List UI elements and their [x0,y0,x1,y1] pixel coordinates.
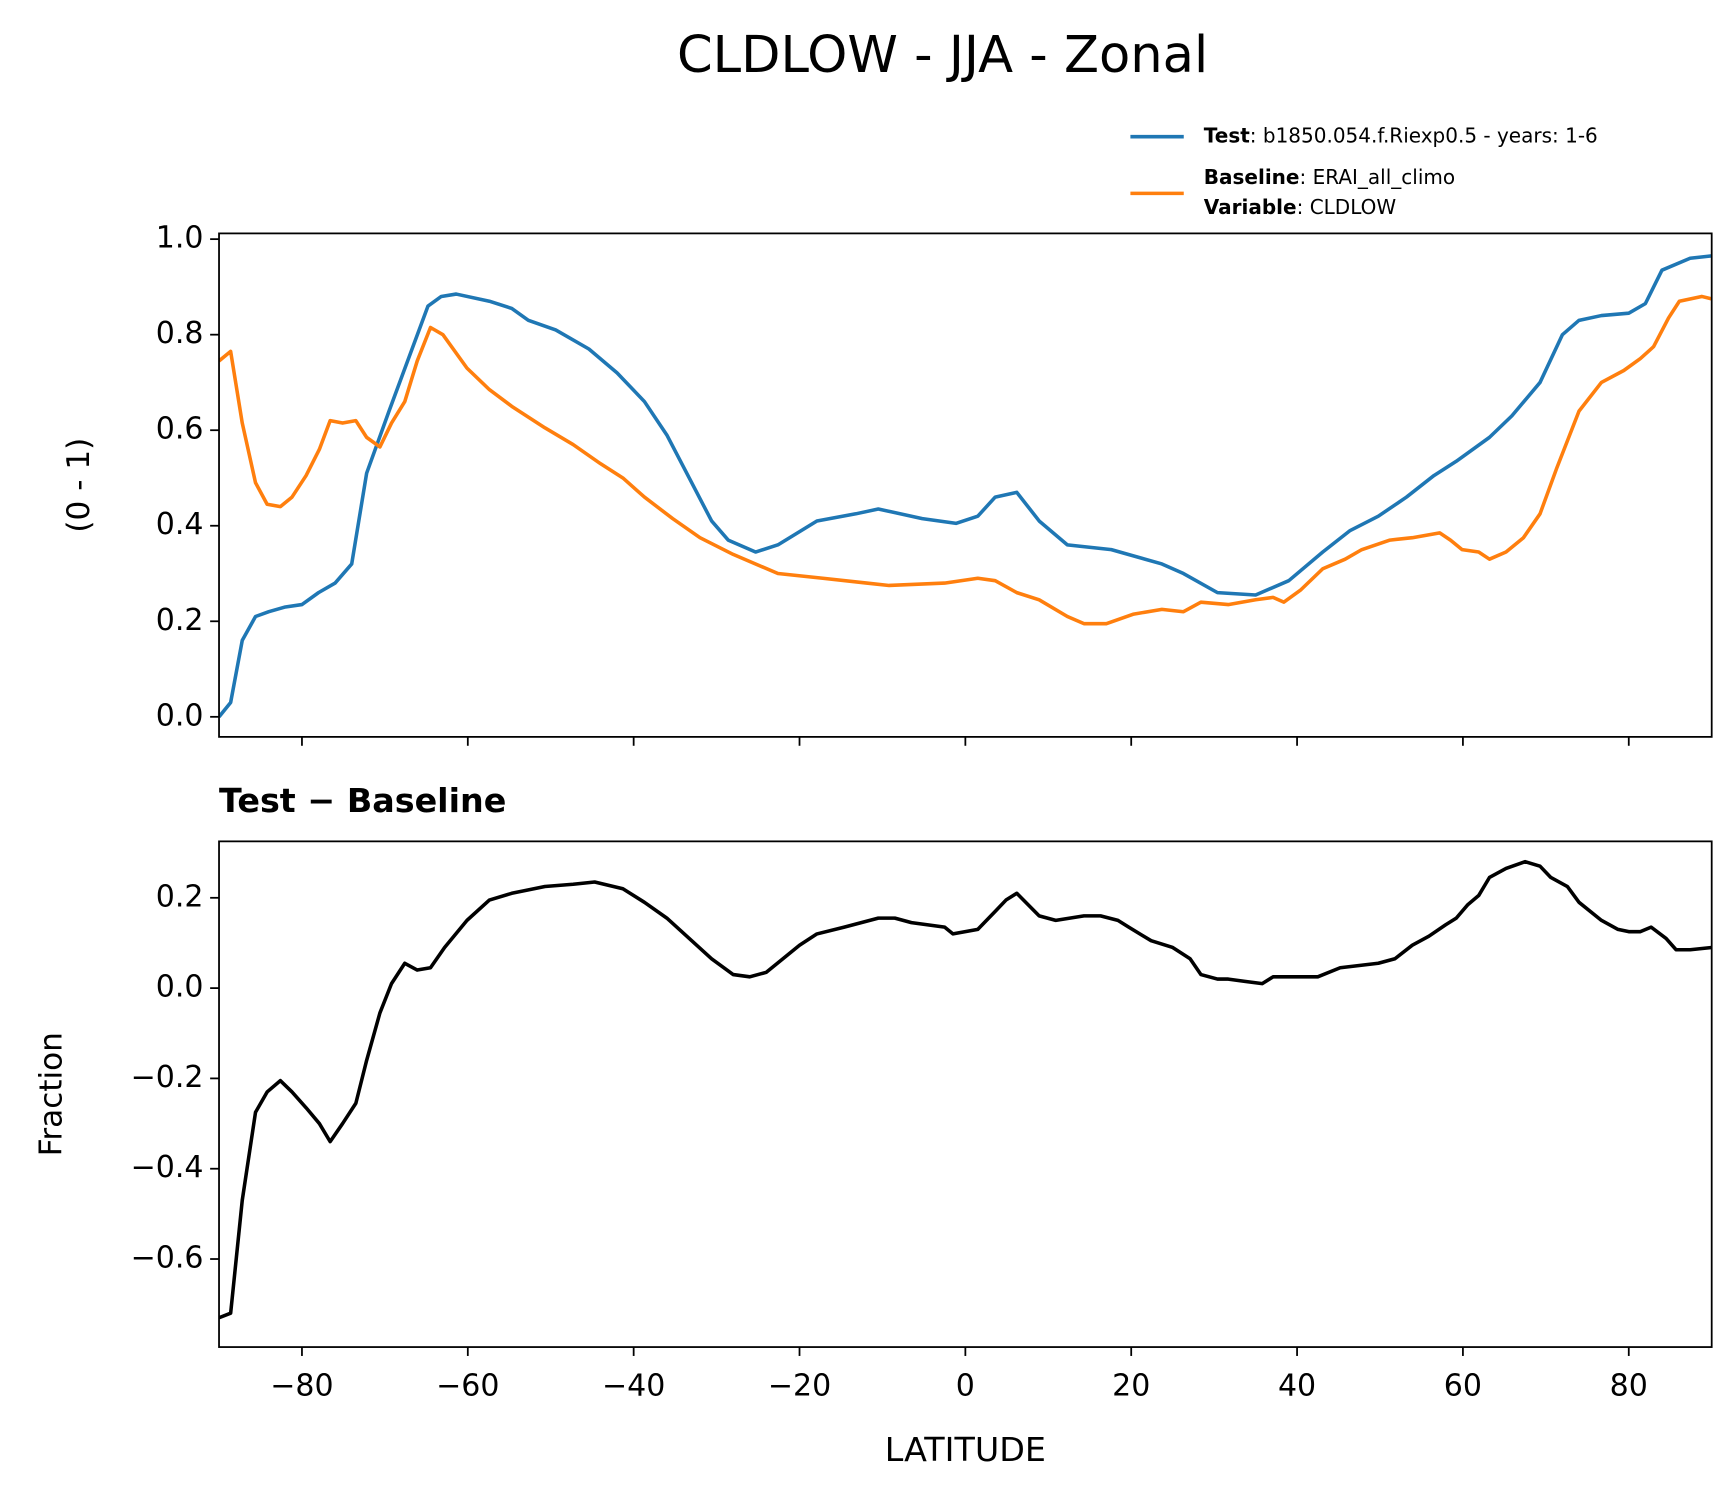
x-tick-label: −40 [602,1369,665,1404]
y-axis-label: Fraction [33,1032,69,1156]
data-line [219,254,1712,718]
y-tick-label: −0.4 [131,1150,204,1185]
legend-entry: Baseline: ERAI_all_climo [1204,164,1455,188]
axes-frame [218,840,1713,1348]
y-tick-label: 0.0 [156,698,204,733]
legend-label: : CLDLOW [1297,194,1397,218]
x-tick-label: −80 [270,1369,333,1404]
y-tick-label: −0.6 [131,1241,204,1276]
y-axis-label: (0 - 1) [61,438,97,533]
figure-title: CLDLOW - JJA - Zonal [677,26,1208,85]
y-tick-label: 0.4 [156,507,204,542]
legend-entry: Variable: CLDLOW [1204,194,1397,218]
x-tick-label: 0 [956,1369,975,1404]
legend-label: : b1850.054.f.Riexp0.5 - years: 1-6 [1250,123,1598,147]
plot-area [219,859,1712,1320]
y-tick-label: −0.2 [131,1060,204,1095]
data-line [219,859,1712,1320]
y-tick-label: 0.6 [156,412,204,447]
y-tick-label: 0.2 [156,603,204,638]
legend-label: : ERAI_all_climo [1300,164,1456,188]
y-tick-label: 1.0 [156,221,204,256]
x-axis-label: LATITUDE [885,1430,1046,1469]
data-line [219,294,1712,626]
x-tick-label: −60 [436,1369,499,1404]
x-tick-label: 80 [1610,1369,1648,1404]
x-tick-label: 40 [1278,1369,1316,1404]
y-tick-label: 0.0 [156,970,204,1005]
axes-title: Test − Baseline [219,781,506,820]
plot-area [219,254,1712,718]
x-tick-label: 20 [1112,1369,1150,1404]
y-tick-label: 0.2 [156,879,204,914]
x-tick-label: 60 [1444,1369,1482,1404]
legend-name: Variable [1204,194,1297,218]
y-tick-label: 0.8 [156,316,204,351]
x-tick-label: −20 [768,1369,831,1404]
legend-entry: Test: b1850.054.f.Riexp0.5 - years: 1-6 [1204,123,1598,147]
legend-name: Test [1204,123,1250,147]
axes-frame [218,232,1713,738]
legend-name: Baseline [1204,164,1300,188]
